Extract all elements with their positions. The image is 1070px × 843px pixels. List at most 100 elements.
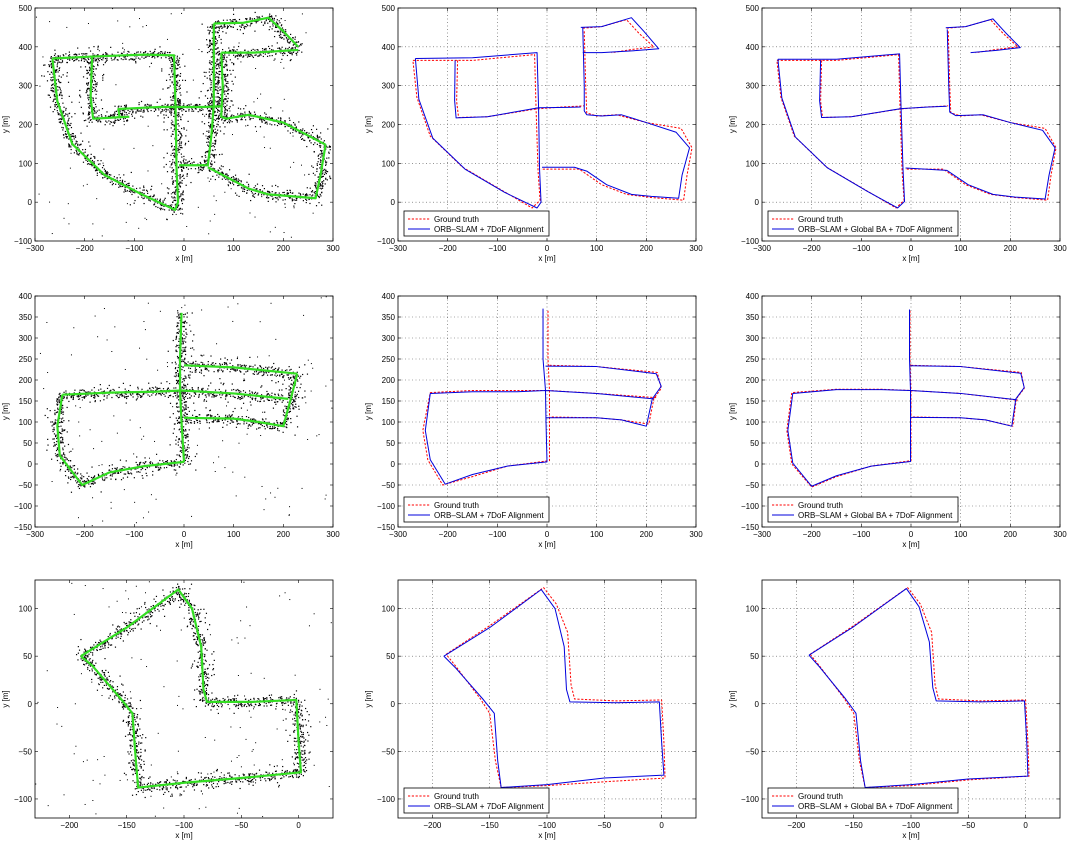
- map-point: [106, 173, 108, 175]
- map-point: [170, 107, 172, 109]
- map-point: [67, 58, 69, 60]
- map-point: [54, 413, 56, 416]
- map-point: [324, 160, 327, 162]
- map-point: [213, 395, 215, 397]
- map-point: [183, 445, 186, 447]
- map-point: [259, 53, 261, 55]
- map-point: [161, 109, 163, 111]
- map-point: [80, 485, 82, 487]
- map-point: [222, 58, 224, 61]
- map-point: [169, 111, 171, 113]
- map-point: [282, 110, 284, 112]
- map-point: [87, 97, 89, 99]
- map-point: [184, 462, 186, 464]
- map-point: [180, 460, 182, 462]
- map-point: [181, 166, 183, 168]
- map-point: [224, 363, 226, 365]
- map-point: [238, 179, 240, 181]
- map-point: [117, 396, 120, 399]
- map-point: [142, 189, 144, 191]
- map-point: [172, 65, 174, 67]
- map-point: [177, 98, 179, 100]
- map-point: [208, 117, 210, 119]
- map-point: [272, 407, 275, 409]
- map-point: [254, 216, 256, 218]
- map-point: [54, 106, 56, 108]
- map-point: [304, 364, 306, 366]
- map-point: [99, 57, 101, 60]
- map-point: [316, 181, 318, 183]
- map-point: [184, 401, 187, 403]
- map-point: [114, 119, 116, 121]
- map-point: [238, 55, 240, 57]
- map-point: [148, 104, 150, 106]
- map-point: [111, 59, 113, 61]
- map-point: [218, 59, 220, 61]
- map-point: [224, 79, 226, 81]
- map-point: [70, 476, 72, 478]
- map-point: [177, 314, 180, 316]
- map-point: [121, 395, 123, 397]
- map-point: [224, 398, 227, 400]
- map-point: [149, 387, 151, 389]
- map-point: [104, 57, 107, 60]
- map-point: [322, 172, 324, 174]
- map-point: [54, 435, 57, 438]
- map-point: [92, 76, 94, 78]
- map-point: [59, 417, 61, 419]
- map-point: [121, 113, 123, 115]
- map-point: [214, 140, 216, 142]
- map-point: [152, 196, 154, 198]
- map-point: [292, 382, 295, 385]
- map-point: [178, 406, 180, 408]
- map-point: [228, 120, 230, 122]
- map-point: [73, 138, 75, 140]
- map-point: [52, 428, 54, 431]
- map-point: [209, 78, 211, 81]
- map-point: [66, 406, 68, 409]
- map-point: [163, 114, 165, 116]
- map-point: [61, 410, 63, 412]
- map-point: [325, 164, 327, 166]
- map-point: [92, 161, 94, 163]
- map-point: [160, 112, 162, 114]
- map-point: [325, 163, 327, 165]
- map-point: [221, 153, 223, 155]
- map-point: [115, 183, 117, 185]
- map-point: [166, 152, 168, 154]
- map-point: [210, 178, 212, 180]
- map-point: [232, 18, 234, 21]
- map-point: [60, 440, 62, 442]
- map-point: [235, 370, 237, 372]
- map-point: [264, 53, 266, 55]
- map-point: [54, 444, 56, 446]
- map-point: [180, 133, 182, 135]
- map-point: [102, 162, 104, 164]
- map-point: [139, 462, 141, 464]
- map-point: [137, 196, 139, 198]
- map-point: [318, 196, 320, 199]
- map-point: [287, 377, 290, 379]
- map-point: [321, 184, 323, 186]
- map-point: [89, 50, 92, 52]
- map-point: [148, 105, 151, 107]
- map-point: [160, 57, 162, 59]
- map-point: [219, 62, 221, 64]
- map-point: [175, 350, 177, 352]
- map-point: [265, 116, 267, 118]
- map-point: [102, 59, 104, 61]
- map-point: [176, 80, 178, 82]
- map-point: [101, 115, 103, 117]
- map-point: [179, 66, 181, 68]
- map-point: [57, 105, 59, 107]
- map-point: [99, 384, 101, 386]
- map-point: [250, 112, 252, 114]
- map-point: [210, 163, 212, 165]
- chart-panel-r0-c2: −300 −200 −100 0 100 200 300−10001002003004005…: [728, 4, 1067, 263]
- map-point: [182, 366, 184, 368]
- y-tick-label: 200: [19, 121, 33, 130]
- map-point: [103, 390, 105, 393]
- map-point: [233, 388, 235, 391]
- map-point: [179, 87, 181, 89]
